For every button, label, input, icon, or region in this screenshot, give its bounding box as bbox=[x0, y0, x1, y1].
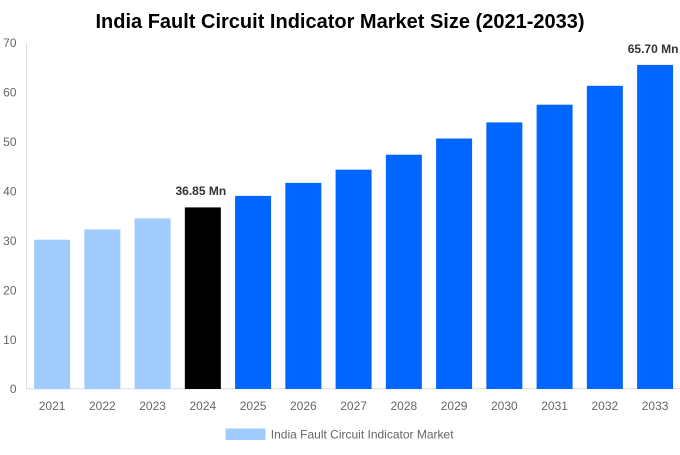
svg-text:70: 70 bbox=[3, 36, 17, 50]
svg-text:2027: 2027 bbox=[340, 399, 367, 413]
svg-text:30: 30 bbox=[3, 234, 17, 248]
svg-text:2028: 2028 bbox=[390, 399, 417, 413]
svg-text:2030: 2030 bbox=[491, 399, 518, 413]
svg-text:60: 60 bbox=[3, 86, 17, 100]
svg-text:2023: 2023 bbox=[139, 399, 166, 413]
svg-text:50: 50 bbox=[3, 135, 17, 149]
svg-text:10: 10 bbox=[3, 333, 17, 347]
svg-text:2031: 2031 bbox=[541, 399, 568, 413]
svg-text:40: 40 bbox=[3, 185, 17, 199]
svg-text:2033: 2033 bbox=[642, 399, 669, 413]
svg-text:India Fault Circuit Indicator: India Fault Circuit Indicator Market bbox=[271, 428, 454, 442]
svg-text:2022: 2022 bbox=[89, 399, 116, 413]
svg-text:2026: 2026 bbox=[290, 399, 317, 413]
svg-text:2025: 2025 bbox=[240, 399, 267, 413]
svg-text:2021: 2021 bbox=[39, 399, 66, 413]
svg-text:2024: 2024 bbox=[189, 399, 216, 413]
svg-text:India Fault Circuit Indicator: India Fault Circuit Indicator Market Siz… bbox=[95, 11, 584, 33]
svg-text:2032: 2032 bbox=[591, 399, 618, 413]
svg-text:36.85 Mn: 36.85 Mn bbox=[175, 184, 226, 198]
svg-text:65.70 Mn: 65.70 Mn bbox=[628, 42, 679, 56]
svg-text:0: 0 bbox=[10, 382, 17, 396]
svg-text:2029: 2029 bbox=[441, 399, 468, 413]
svg-text:20: 20 bbox=[3, 283, 17, 297]
